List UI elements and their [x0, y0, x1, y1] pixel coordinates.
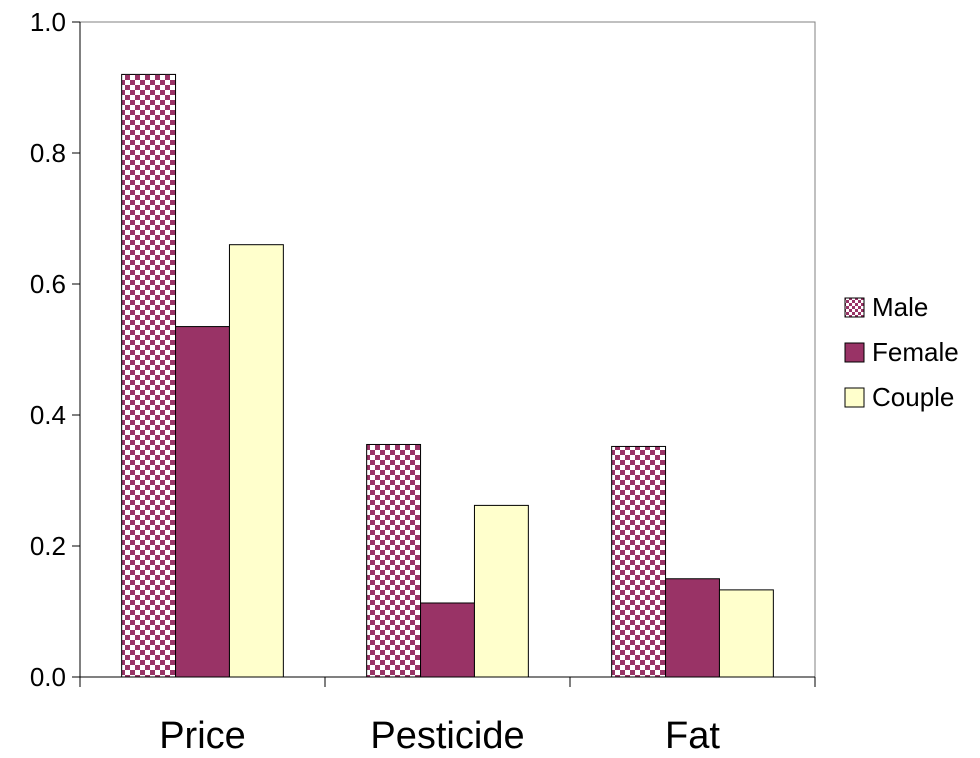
bar-female-fat [665, 578, 720, 678]
bar-female-price [175, 326, 230, 678]
bar-male-fat [611, 445, 667, 678]
y-tick-label: 0.0 [30, 662, 66, 692]
bar-male-price [121, 73, 177, 678]
legend-swatch [844, 387, 865, 408]
y-tick-label: 1.0 [30, 7, 66, 37]
x-axis: Price Pesticide Fat [79, 676, 816, 757]
legend-label: Male [872, 292, 928, 322]
legend: Male Female Couple [844, 292, 959, 412]
bar-female-pesticide [420, 602, 475, 678]
y-tick-label: 0.6 [30, 269, 66, 299]
category-label: Fat [665, 715, 720, 757]
category-label: Pesticide [370, 715, 524, 757]
legend-label: Female [872, 337, 959, 367]
bar-male-pesticide [366, 443, 422, 678]
y-tick-label: 0.8 [30, 138, 66, 168]
legend-label: Couple [872, 382, 954, 412]
y-tick-label: 0.2 [30, 531, 66, 561]
y-tick-label: 0.4 [30, 400, 66, 430]
category-label: Price [159, 715, 246, 757]
bar-couple-price [228, 244, 284, 678]
y-axis: 0.0 0.2 0.4 0.6 0.8 1.0 [30, 7, 81, 692]
legend-swatch [844, 297, 865, 318]
bars [121, 73, 774, 678]
bar-couple-pesticide [473, 504, 529, 678]
bar-couple-fat [718, 589, 774, 678]
legend-swatch [844, 342, 865, 363]
